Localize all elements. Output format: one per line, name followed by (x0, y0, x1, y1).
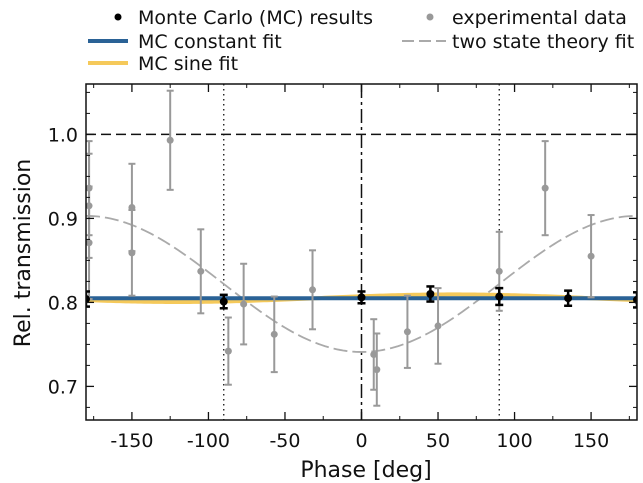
theory-fit-curve (86, 214, 637, 353)
experimental-marker-12 (373, 366, 381, 374)
x-axis-label: Phase [deg] (300, 458, 431, 483)
x-tick-label-50: 50 (426, 430, 450, 452)
experimental-point-9 (270, 295, 278, 374)
x-tick-label--150: -150 (110, 430, 153, 452)
mc-marker-4 (495, 292, 504, 301)
mc-marker-5 (564, 294, 573, 303)
legend-mc-label: Monte Carlo (MC) results (138, 7, 373, 29)
x-tick-label-100: 100 (496, 430, 532, 452)
experimental-point-6 (197, 228, 205, 315)
experimental-point-10 (309, 249, 317, 331)
y-tick-label-1: 1.0 (48, 124, 78, 146)
x-tick-label--50: -50 (269, 430, 300, 452)
experimental-marker-6 (197, 267, 205, 275)
legend-experimental-label: experimental data (452, 7, 627, 29)
experimental-point-4 (128, 209, 136, 297)
y-tick-label-0.9: 0.9 (48, 208, 78, 230)
x-tick-label-0: 0 (355, 430, 367, 452)
experimental-marker-4 (128, 249, 136, 257)
experimental-marker-16 (541, 184, 549, 192)
legend-theory-label: two state theory fit (452, 31, 634, 53)
mc-point-2 (357, 290, 366, 305)
mc-series (86, 285, 637, 310)
experimental-point-14 (434, 287, 442, 365)
experimental-marker-2 (86, 239, 93, 247)
mc-marker-2 (357, 293, 366, 302)
experimental-marker-11 (370, 350, 378, 358)
legend: Monte Carlo (MC) results experimental da… (88, 7, 634, 75)
mc-marker-0 (86, 295, 90, 304)
legend-sine-fit-label: MC sine fit (138, 53, 238, 75)
experimental-point-8 (240, 262, 248, 346)
mc-marker-3 (426, 290, 435, 298)
experimental-point-7 (224, 316, 232, 386)
experimental-point-12 (373, 332, 381, 407)
experimental-marker-9 (270, 330, 278, 338)
legend-constant-fit-label: MC constant fit (138, 31, 282, 53)
mc-point-5 (564, 289, 573, 308)
experimental-marker-5 (166, 136, 174, 144)
experimental-marker-10 (309, 286, 317, 294)
y-tick-label-0.8: 0.8 (48, 292, 78, 314)
legend-mc-marker (114, 13, 122, 21)
experimental-point-13 (403, 294, 411, 369)
experimental-marker-8 (240, 300, 248, 308)
experimental-point-16 (541, 140, 549, 237)
mc-point-4 (495, 286, 504, 307)
experimental-marker-7 (224, 347, 232, 355)
experimental-point-11 (370, 318, 378, 391)
axes: -150 -100 -50 0 50 100 150 0.7 0.8 0.9 1.0 (48, 83, 638, 452)
experimental-series (86, 89, 595, 407)
reference-lines (86, 84, 637, 420)
x-tick-label-150: 150 (573, 430, 609, 452)
mc-marker-1 (219, 297, 228, 306)
mc-point-1 (219, 293, 228, 310)
experimental-marker-15 (495, 267, 503, 275)
y-tick-label-0.7: 0.7 (48, 376, 78, 398)
experimental-marker-14 (434, 322, 442, 330)
experimental-marker-13 (403, 328, 411, 336)
experimental-point-17 (587, 214, 595, 299)
mc-point-3 (426, 285, 435, 303)
experimental-point-5 (166, 89, 174, 191)
mc-point-0 (86, 290, 90, 308)
legend-experimental-marker (426, 13, 434, 21)
experimental-marker-17 (587, 252, 595, 260)
x-tick-label--100: -100 (187, 430, 230, 452)
y-axis-label: Rel. transmission (11, 159, 36, 347)
